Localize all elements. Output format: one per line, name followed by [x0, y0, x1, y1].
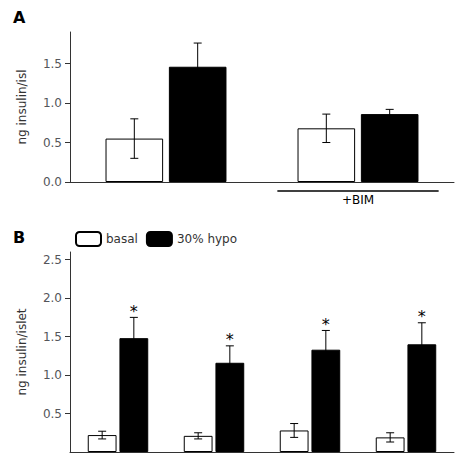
- svg-text:1.5: 1.5: [43, 57, 62, 71]
- svg-text:2.0: 2.0: [43, 291, 62, 305]
- svg-text:0.5: 0.5: [43, 407, 62, 421]
- svg-text:1.0: 1.0: [43, 96, 62, 110]
- svg-text:ng insulin/isl: ng insulin/isl: [15, 69, 29, 144]
- svg-text:30% hypo: 30% hypo: [177, 232, 237, 246]
- svg-text:*: *: [226, 330, 234, 349]
- svg-text:*: *: [322, 315, 330, 334]
- svg-text:*: *: [130, 302, 138, 321]
- svg-text:B: B: [13, 228, 25, 247]
- svg-text:ng insulin/islet: ng insulin/islet: [15, 308, 29, 395]
- svg-text:1.5: 1.5: [43, 330, 62, 344]
- svg-text:basal: basal: [106, 232, 138, 246]
- svg-text:*: *: [418, 307, 426, 326]
- svg-text:0.5: 0.5: [43, 136, 62, 150]
- svg-text:2.5: 2.5: [43, 253, 62, 267]
- svg-text:1.0: 1.0: [43, 368, 62, 382]
- svg-text:A: A: [13, 8, 26, 27]
- svg-text:0.0: 0.0: [43, 175, 62, 189]
- svg-text:+BIM: +BIM: [342, 193, 374, 207]
